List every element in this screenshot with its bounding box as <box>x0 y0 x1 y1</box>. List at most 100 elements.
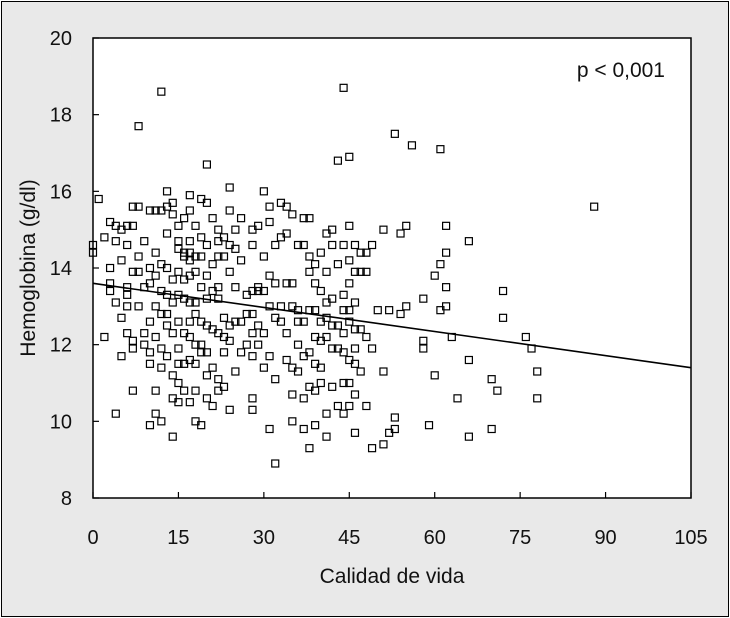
data-point <box>436 260 445 269</box>
data-point <box>311 260 320 269</box>
data-point <box>134 122 143 131</box>
data-point <box>362 332 371 342</box>
data-point <box>276 317 286 326</box>
data-point <box>487 375 496 384</box>
data-point <box>140 329 149 338</box>
data-point <box>128 221 137 230</box>
data-point <box>254 340 263 349</box>
data-point <box>105 263 115 273</box>
data-point <box>288 417 297 426</box>
data-point <box>533 367 542 376</box>
data-point <box>350 390 360 399</box>
data-point <box>345 279 354 288</box>
data-point <box>333 321 342 330</box>
data-point <box>105 279 115 288</box>
data-point <box>180 214 189 223</box>
data-point <box>293 240 303 250</box>
data-point <box>128 336 137 345</box>
data-point <box>282 229 291 238</box>
data-point <box>123 240 132 250</box>
data-point <box>293 340 303 349</box>
data-point <box>265 271 274 280</box>
data-point <box>145 359 155 368</box>
data-point <box>145 421 155 430</box>
data-point <box>191 298 200 307</box>
data-point <box>231 283 240 292</box>
data-point <box>174 317 183 326</box>
data-point <box>464 355 473 365</box>
data-point <box>105 286 115 296</box>
data-point <box>265 424 274 434</box>
data-point <box>197 421 206 430</box>
data-point <box>162 263 172 273</box>
p-value-annotation: p < 0,001 <box>577 59 665 82</box>
data-point <box>117 256 126 265</box>
data-point <box>168 432 177 441</box>
data-point <box>134 252 143 261</box>
data-point <box>242 309 251 319</box>
data-point <box>305 444 314 453</box>
data-point <box>174 267 183 276</box>
data-point <box>442 283 451 292</box>
data-point <box>157 87 166 96</box>
data-point <box>225 183 234 192</box>
data-point <box>219 233 229 242</box>
data-point <box>168 198 177 207</box>
data-point <box>123 329 132 338</box>
data-point <box>100 332 109 342</box>
data-point <box>174 359 183 368</box>
data-point <box>214 225 223 234</box>
data-point <box>202 348 212 357</box>
x-tick-label: 90 <box>594 527 616 549</box>
y-tick-label: 8 <box>61 488 72 510</box>
data-point <box>128 344 137 353</box>
data-point <box>430 271 439 280</box>
data-point <box>94 194 103 204</box>
data-point <box>259 363 268 372</box>
data-point <box>202 271 212 280</box>
data-point <box>265 217 274 227</box>
data-point <box>191 386 200 395</box>
data-point <box>157 417 166 426</box>
data-point <box>202 240 212 250</box>
data-point <box>282 355 291 365</box>
data-point <box>236 317 246 326</box>
data-point <box>214 283 223 292</box>
regression-line <box>92 282 692 369</box>
data-point <box>339 329 348 338</box>
data-point <box>248 329 257 338</box>
x-tick-label: 30 <box>253 527 275 549</box>
data-point <box>219 348 229 357</box>
data-point <box>379 367 388 376</box>
data-point <box>299 214 308 223</box>
data-point <box>322 432 331 441</box>
data-point <box>151 332 160 342</box>
data-point <box>254 321 263 330</box>
data-point <box>208 363 217 372</box>
data-point <box>333 156 342 165</box>
data-point <box>259 286 268 296</box>
data-point <box>128 202 137 211</box>
data-point <box>333 260 342 269</box>
data-point <box>265 352 274 361</box>
data-point <box>328 344 337 353</box>
data-point <box>214 294 223 303</box>
data-point <box>339 240 348 250</box>
data-point <box>293 306 303 315</box>
data-point <box>128 267 137 276</box>
data-point <box>356 248 365 257</box>
data-point <box>590 202 599 211</box>
data-point <box>487 424 496 434</box>
data-point <box>254 221 263 230</box>
data-point <box>208 401 217 411</box>
data-point <box>328 321 337 330</box>
data-point <box>311 279 320 288</box>
data-point <box>305 252 314 261</box>
data-point <box>407 141 417 150</box>
data-point <box>288 279 297 288</box>
data-point <box>100 233 109 242</box>
data-point <box>202 198 212 207</box>
data-point <box>162 309 172 319</box>
data-point <box>345 317 354 326</box>
